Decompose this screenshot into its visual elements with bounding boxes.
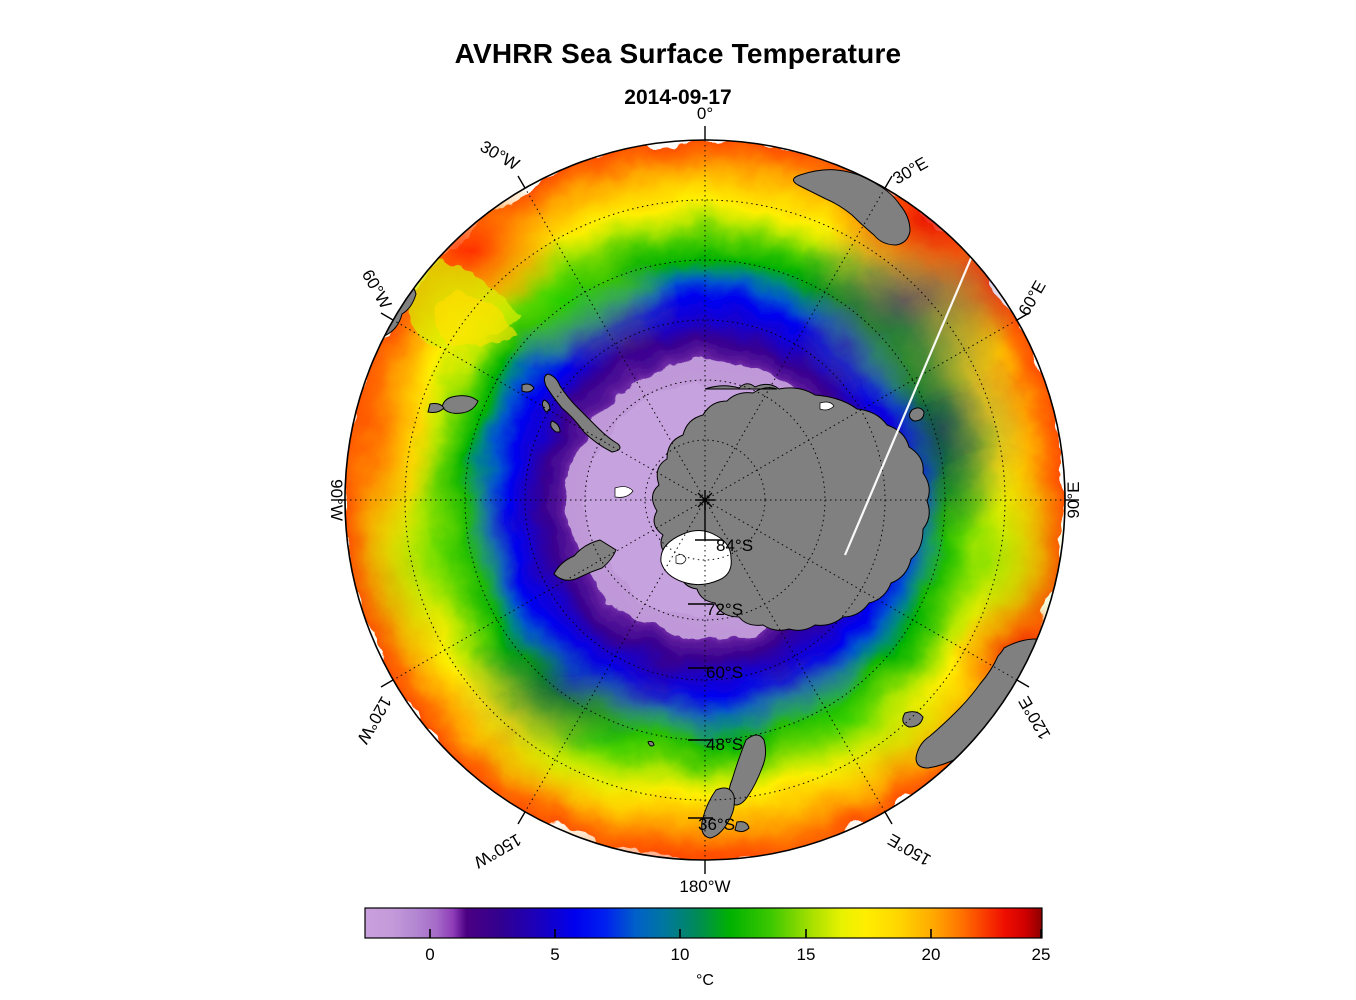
lon-label-30e: 30°E [890,153,932,188]
tasmania [902,711,924,728]
lat-label-48s: 48°S [706,735,743,754]
lon-label-30w: 30°W [477,137,523,174]
new-zealand-south-island [728,734,767,806]
falkland-islands [521,383,535,393]
ronne-ice-shelf [614,486,634,498]
page-title: AVHRR Sea Surface Temperature [454,38,902,69]
lat-label-36s: 36°S [698,815,735,834]
latitude-labels: 84°S 72°S 60°S 48°S 36°S [698,536,753,834]
ice-shelf-islet [675,554,687,565]
lon-label-120e: 120°E [1015,693,1055,743]
colorbar[interactable]: 0 5 10 15 20 25 °C [364,907,1051,989]
peninsula-islands-2 [550,420,561,433]
new-zealand-islet [734,821,750,833]
lat-label-60s: 60°S [706,663,743,682]
new-zealand-north-island [701,787,735,839]
ross-ice-shelf [660,530,732,586]
amery-ice-patch [819,401,835,411]
lon-label-150e: 150°E [885,830,935,870]
tierra-del-fuego [441,395,479,414]
chatham-islet [647,740,655,747]
lon-label-150w: 150°W [471,830,525,872]
colorbar-gradient [364,907,1043,939]
latitude-ticks [688,500,722,819]
colorbar-tick-label-0: 0 [425,945,434,964]
antarctic-peninsula [543,373,621,453]
colorbar-tick-label-20: 20 [922,945,941,964]
lon-label-180w: 180°W [679,877,730,896]
colorbar-unit-label: °C [696,972,714,989]
lat-label-72s: 72°S [706,600,743,619]
colorbar-tick-label-25: 25 [1032,945,1051,964]
longitude-ticks [331,126,1079,874]
page-subtitle: 2014-09-17 [624,86,732,109]
lon-label-60e: 60°E [1015,277,1050,319]
colorbar-tick-label-5: 5 [550,945,559,964]
lat-label-84s: 84°S [716,536,753,555]
lon-label-120w: 120°W [353,693,395,747]
lon-label-90w: 90°W [327,479,346,521]
madagascar [908,407,925,422]
colorbar-ticks [429,929,1042,938]
peninsula-islands-1 [541,399,551,413]
sst-raster [345,140,1065,860]
lon-label-0: 0° [697,104,713,123]
patagonia-islands [427,403,445,413]
lon-label-90e: 90°E [1064,481,1083,518]
colorbar-tick-label-10: 10 [671,945,690,964]
lon-label-60w: 60°W [358,266,395,312]
colorbar-tick-label-15: 15 [797,945,816,964]
